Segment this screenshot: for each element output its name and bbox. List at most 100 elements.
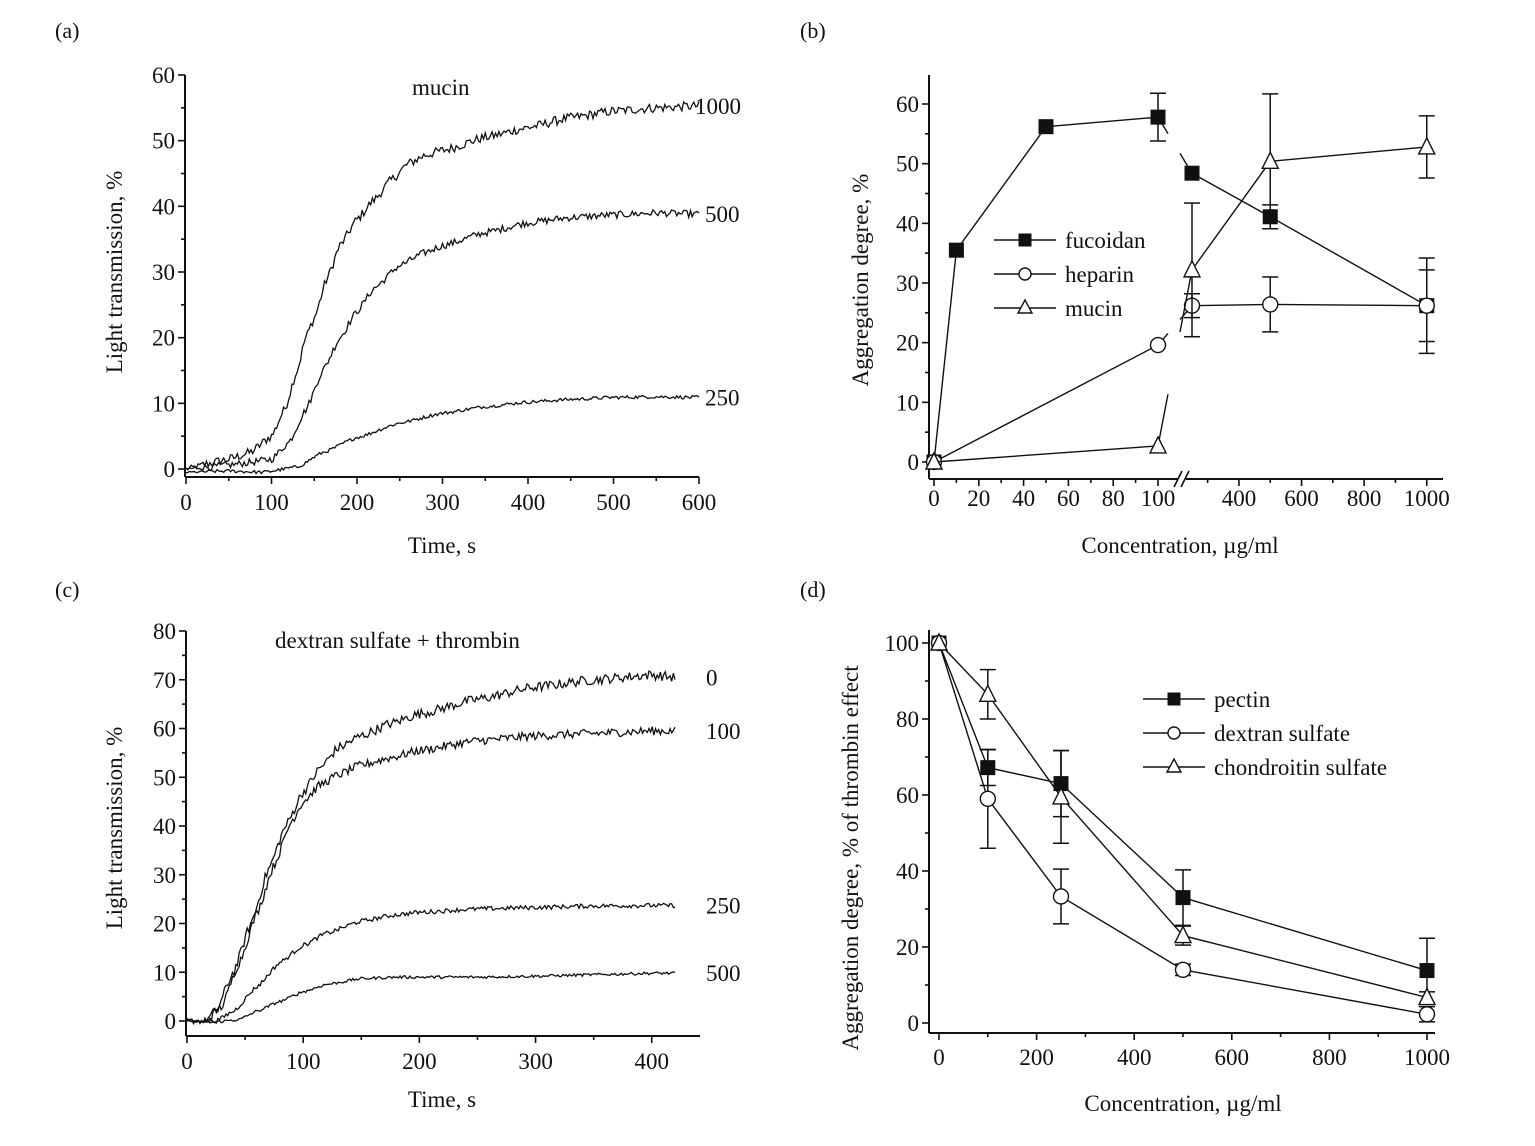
y-tick-label: 20: [152, 326, 175, 351]
x-tick-label: 200: [340, 490, 375, 515]
panel-a-light-transmission-mucin: (a) mucin Time, s Light transmission, % …: [55, 18, 741, 558]
series-chondroitin-sulfate: [929, 632, 1437, 1006]
x-tick-label: 800: [1347, 486, 1382, 511]
x-tick-label: 300: [518, 1049, 553, 1074]
series-segment: [1269, 216, 1428, 307]
data-point: [1262, 296, 1279, 313]
data-point: [1175, 890, 1191, 906]
trace-label-100: 100: [706, 719, 741, 744]
data-point: [1148, 435, 1168, 454]
y-tick-label: 30: [153, 863, 176, 888]
trace-labels: 1000 500 250: [695, 94, 741, 411]
x-axis-title: Time, s: [408, 533, 476, 558]
y-tick-label: 30: [896, 271, 919, 296]
legend-label: fucoidan: [1065, 228, 1146, 253]
traces: [185, 100, 700, 475]
legend-label: dextran sulfate: [1214, 721, 1350, 746]
x-tick-label: 100: [1141, 486, 1176, 511]
data-point: [1038, 119, 1054, 135]
data-point: [1261, 150, 1280, 169]
series-segment: [933, 250, 958, 463]
legend-item-fucoidan: fucoidan: [994, 228, 1146, 253]
x-tick-label: 0: [933, 1045, 945, 1070]
legend-item-heparin: heparin: [994, 262, 1134, 287]
chart-annotation: mucin: [412, 75, 470, 100]
series-segment: [1157, 393, 1169, 447]
x-tick-label: 600: [682, 490, 717, 515]
y-tick-label: 40: [152, 194, 175, 219]
y-tick-label: 60: [153, 717, 176, 742]
series-segment: [1270, 303, 1427, 307]
legend-item-chondroitin-sulfate: chondroitin sulfate: [1143, 755, 1387, 780]
y-axis-title: Light transmission, %: [102, 727, 127, 930]
panel-b-aggregation-degree: (b) Concentration, µg/ml Aggregation deg…: [800, 18, 1450, 558]
y-tick-label: 20: [896, 935, 919, 960]
series-mucin: [924, 93, 1436, 470]
x-axis-title: Concentration, µg/ml: [1081, 533, 1278, 558]
y-axis-title: Aggregation degree, % of thrombin effect: [838, 665, 863, 1051]
panel-label: (b): [800, 18, 826, 43]
data-point: [1184, 165, 1200, 181]
data-point: [929, 632, 949, 651]
series-segment: [1191, 160, 1271, 271]
x-tick-label: 0: [928, 486, 940, 511]
data-point: [1150, 109, 1166, 125]
y-tick-label: 60: [896, 783, 919, 808]
series-segment: [1179, 269, 1193, 333]
y-tick-label: 60: [896, 92, 919, 117]
y-tick-label: 100: [885, 631, 920, 656]
y-tick-label: 70: [153, 668, 176, 693]
legend-marker: [1167, 692, 1181, 706]
trace-label-1000: 1000: [695, 94, 741, 119]
data-point: [924, 451, 944, 470]
series-segment: [933, 445, 1159, 463]
series-segment: [1045, 116, 1159, 128]
x-tick-label: 300: [425, 490, 460, 515]
data-point: [979, 790, 996, 807]
series-segment: [1191, 172, 1271, 218]
legend-marker: [1016, 298, 1034, 314]
trace-label-250: 250: [706, 893, 741, 918]
y-tick-label: 10: [153, 960, 176, 985]
trace-100: [186, 725, 676, 1025]
x-tick-label: 40: [1012, 486, 1035, 511]
data-point: [1418, 1006, 1436, 1023]
y-tick-label: 0: [908, 450, 920, 475]
axis-break-mark: [1180, 470, 1190, 488]
legend: fucoidan heparin mucin: [994, 228, 1146, 321]
x-tick-label: 200: [402, 1049, 437, 1074]
trace-label-250: 250: [705, 385, 740, 410]
x-axis-title: Time, s: [408, 1087, 476, 1112]
y-tick-label: 80: [896, 707, 919, 732]
x-tick-label: 400: [1222, 486, 1257, 511]
x-tick-label: 500: [596, 490, 631, 515]
data-point: [1149, 336, 1167, 354]
trace-250: [185, 394, 700, 475]
y-tick-label: 10: [896, 390, 919, 415]
series-dextran-sulfate: [930, 634, 1436, 1023]
data-point: [1417, 986, 1437, 1006]
legend-label: heparin: [1065, 262, 1134, 287]
y-tick-label: 0: [164, 457, 176, 482]
y-tick-label: 50: [896, 152, 919, 177]
data-point: [1182, 259, 1202, 278]
x-tick-label: 600: [1284, 486, 1319, 511]
panel-label: (d): [800, 577, 826, 602]
x-tick-label: 1000: [1404, 1045, 1450, 1070]
panel-label: (a): [55, 18, 79, 43]
x-tick-label: 80: [1102, 486, 1125, 511]
series-fucoidan: [926, 92, 1435, 470]
x-tick-label: 100: [254, 490, 289, 515]
data-point: [1051, 786, 1071, 805]
x-tick-label: 20: [967, 486, 990, 511]
axes: 0 10 20 30 40 50 60 70 80 0 100 200 300 400: [153, 619, 700, 1074]
x-tick-label: 400: [635, 1049, 670, 1074]
y-axis-title: Light transmission, %: [102, 171, 127, 374]
data-point: [1419, 963, 1435, 979]
legend-label: pectin: [1214, 687, 1271, 712]
x-tick-label: 0: [180, 490, 192, 515]
legend-item-mucin: mucin: [994, 296, 1123, 321]
trace-0: [186, 669, 676, 1026]
traces: [186, 669, 676, 1026]
